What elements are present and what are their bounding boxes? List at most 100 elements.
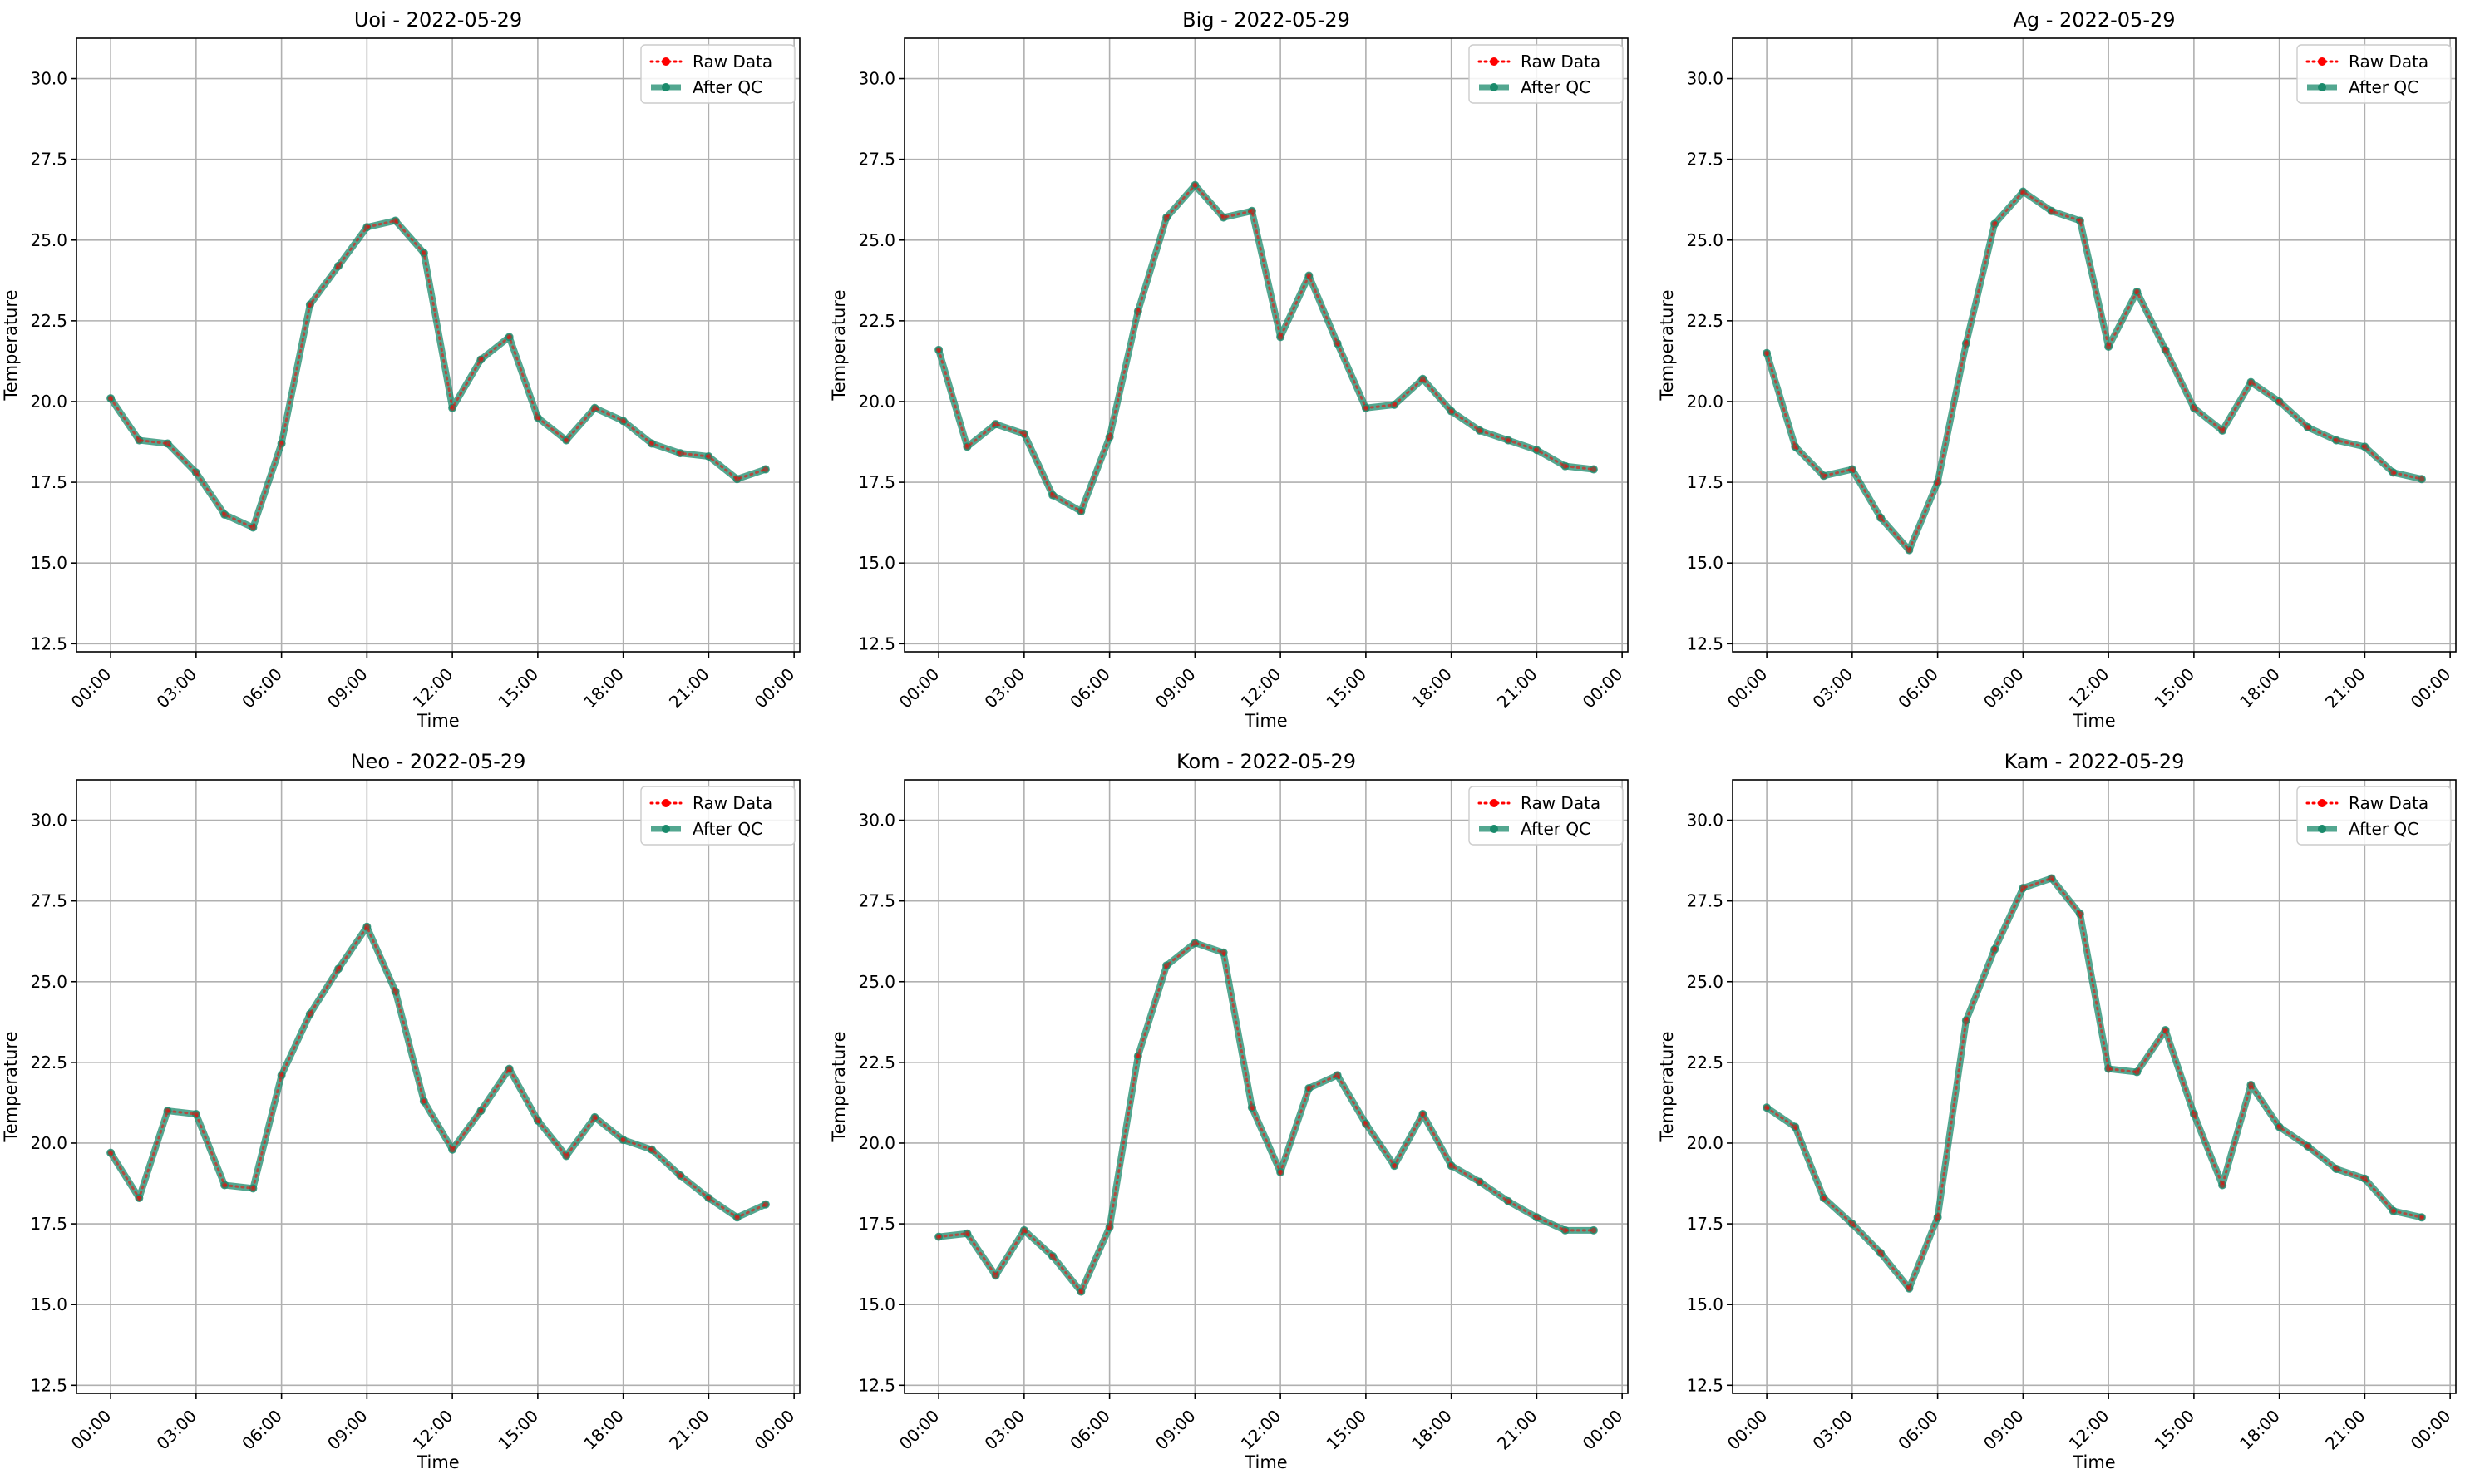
legend: Raw Data After QC	[640, 786, 796, 846]
x-tick-label: 00:00	[1723, 1406, 1772, 1454]
x-axis-label: Time	[1244, 711, 1287, 731]
raw-data-point	[1049, 492, 1056, 498]
raw-data-point	[2105, 343, 2112, 350]
y-axis-label: Temperature	[829, 289, 849, 401]
raw-data-point	[2077, 218, 2083, 224]
y-tick-label: 22.5	[1686, 1053, 1723, 1072]
raw-data-point	[1021, 1227, 1028, 1234]
chart-title: Uoi - 2022-05-29	[354, 8, 522, 32]
raw-data-point	[2390, 1208, 2396, 1214]
raw-data-point	[478, 357, 484, 362]
x-tick-label: 09:00	[1980, 1406, 2028, 1454]
x-tick-label: 12:00	[2065, 1406, 2113, 1454]
raw-data-point	[762, 466, 769, 472]
series-line-raw-data	[1765, 876, 2423, 1291]
raw-data-point	[620, 1136, 626, 1143]
x-tick-label: 06:00	[1894, 664, 1942, 712]
y-tick-label: 20.0	[858, 1133, 895, 1153]
legend-raw-marker	[2318, 57, 2326, 66]
legend-qc-marker	[2318, 825, 2326, 833]
series-line-raw-data	[937, 183, 1595, 514]
legend-raw-label: Raw Data	[1521, 52, 1600, 71]
raw-data-point	[136, 1195, 142, 1201]
legend-qc-marker	[1490, 83, 1498, 91]
raw-data-point	[1448, 408, 1454, 414]
raw-data-point	[1391, 402, 1398, 408]
x-tick-label: 12:00	[2065, 664, 2113, 712]
raw-data-point	[563, 1153, 569, 1159]
raw-data-point	[2305, 1143, 2311, 1150]
raw-data-point	[1906, 547, 1912, 553]
series-line-raw-data	[1765, 190, 2423, 553]
raw-data-point	[279, 441, 284, 446]
x-axis-label: Time	[1244, 1452, 1287, 1472]
x-axis-label: Time	[2072, 711, 2115, 731]
chart-panel-6: 00:00 03:00 06:00 09:00 12:00 15:00 18:00 21:00…	[1657, 750, 2457, 1472]
y-tick-label: 15.0	[858, 553, 895, 573]
y-tick-label: 22.5	[30, 311, 67, 331]
raw-data-point	[1935, 1215, 1940, 1220]
after-qc-point	[1589, 465, 1598, 474]
raw-data-point	[1192, 939, 1198, 946]
y-tick-label: 27.5	[858, 891, 895, 911]
y-tick-label: 20.0	[1686, 392, 1723, 412]
raw-data-point	[762, 1201, 769, 1207]
raw-data-point	[307, 302, 313, 308]
y-tick-label: 25.0	[1686, 972, 1723, 992]
raw-data-point	[1334, 1072, 1340, 1078]
x-tick-label: 00:00	[67, 664, 116, 712]
x-axis-label: Time	[416, 1452, 459, 1472]
x-tick-label: 00:00	[751, 1406, 799, 1454]
x-tick-label: 03:00	[1808, 1406, 1856, 1454]
x-tick-label: 21:00	[2321, 1406, 2369, 1454]
raw-data-point	[2020, 885, 2026, 891]
legend: Raw Data After QC	[2296, 786, 2452, 846]
x-tick-label: 06:00	[238, 1406, 286, 1454]
raw-data-point	[1391, 1162, 1398, 1169]
x-tick-label: 15:00	[1322, 664, 1370, 712]
legend-raw-marker	[662, 57, 670, 66]
x-tick-label: 06:00	[1066, 664, 1114, 712]
raw-data-point	[2191, 1111, 2197, 1117]
after-qc-point	[761, 465, 770, 474]
raw-data-point	[335, 966, 342, 972]
raw-data-point	[2418, 1215, 2425, 1220]
raw-data-point	[1420, 1111, 1426, 1117]
raw-data-point	[449, 1146, 456, 1152]
raw-data-point	[2305, 424, 2311, 431]
plot-frame	[76, 37, 801, 653]
after-qc-point	[2417, 475, 2426, 484]
x-tick-label: 00:00	[1579, 1406, 1627, 1454]
raw-data-point	[1991, 221, 1998, 227]
raw-data-point	[964, 1230, 970, 1236]
raw-data-point	[1163, 214, 1170, 220]
x-tick-label: 15:00	[2150, 1406, 2198, 1454]
legend-qc-label: After QC	[1521, 77, 1590, 97]
raw-data-point	[250, 1186, 256, 1191]
y-tick-label: 15.0	[1686, 553, 1723, 573]
chart-title: Big - 2022-05-29	[1182, 8, 1350, 32]
raw-data-point	[165, 441, 170, 446]
raw-data-point	[1021, 431, 1028, 437]
x-tick-label: 18:00	[1408, 664, 1456, 712]
raw-data-point	[421, 250, 427, 256]
raw-data-point	[2049, 875, 2054, 881]
y-tick-label: 17.5	[858, 1214, 895, 1234]
legend-qc-label: After QC	[693, 819, 762, 839]
plot-frame	[76, 779, 801, 1394]
raw-data-point	[706, 453, 712, 460]
x-tick-label: 21:00	[2321, 664, 2369, 712]
x-tick-label: 06:00	[238, 664, 286, 712]
y-tick-label: 12.5	[858, 634, 895, 653]
raw-data-point	[1534, 447, 1540, 453]
raw-data-point	[706, 1195, 712, 1201]
raw-data-point	[1448, 1162, 1454, 1169]
y-tick-label: 30.0	[1686, 811, 1723, 831]
raw-data-point	[1821, 1195, 1827, 1201]
x-tick-label: 00:00	[2407, 664, 2455, 712]
x-tick-label: 15:00	[2150, 664, 2198, 712]
raw-data-point	[734, 476, 740, 482]
x-tick-label: 12:00	[1237, 664, 1285, 712]
y-tick-label: 20.0	[30, 392, 67, 412]
x-tick-label: 03:00	[152, 664, 200, 712]
